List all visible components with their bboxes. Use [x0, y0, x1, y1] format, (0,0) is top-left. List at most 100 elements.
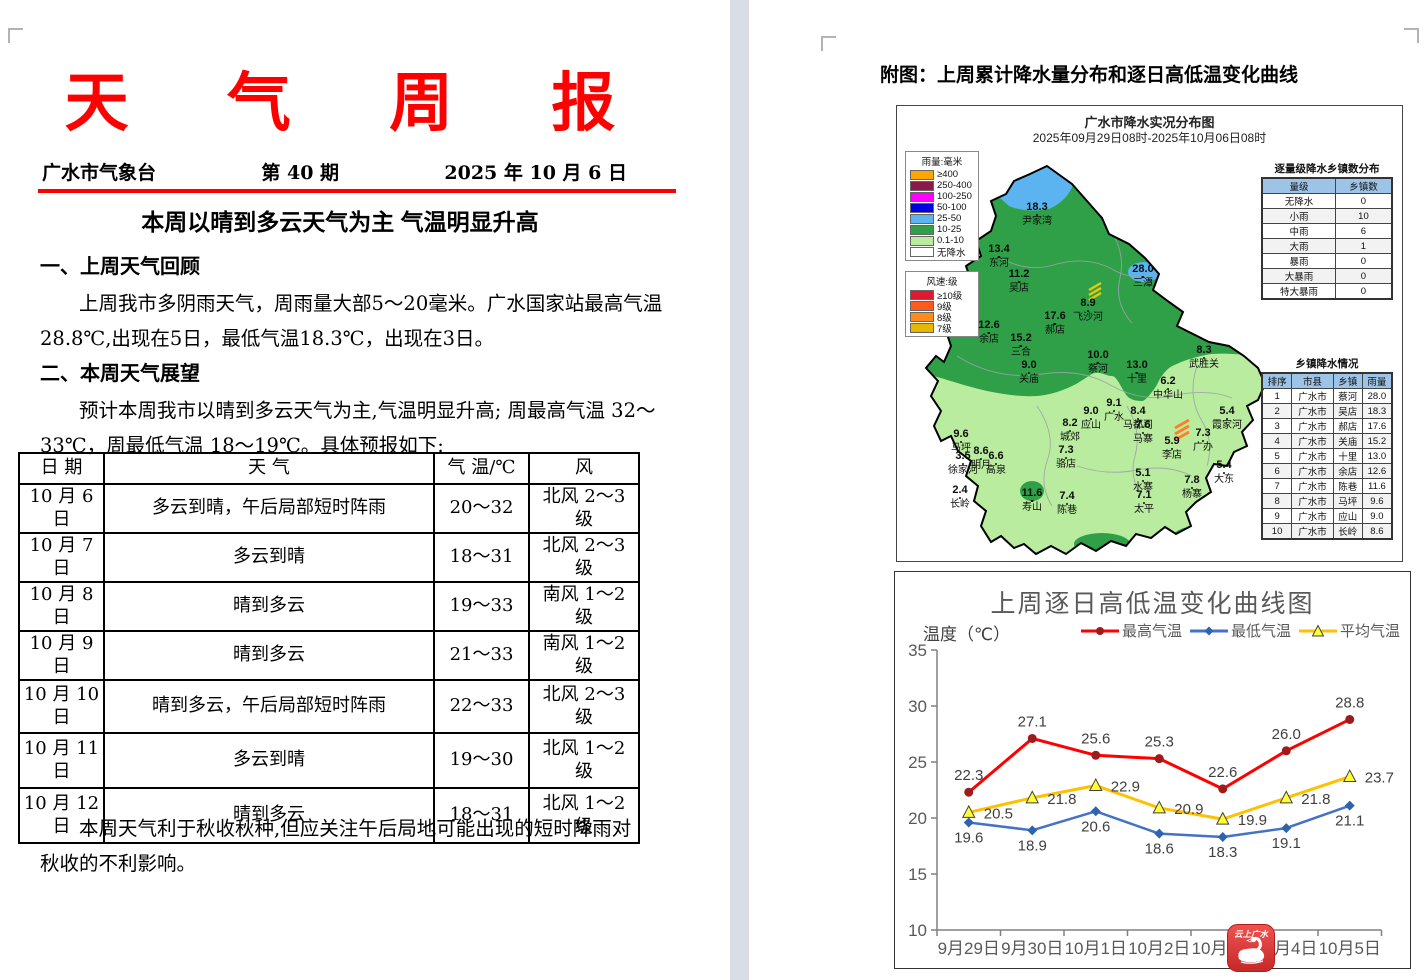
- svg-text:20.9: 20.9: [1174, 801, 1203, 818]
- table-cell: 10 月 11 日: [18, 732, 105, 789]
- wind-flag-orange: [1174, 418, 1190, 442]
- chart-legend-item: 最低气温: [1189, 620, 1291, 641]
- svg-text:20.6: 20.6: [1081, 818, 1110, 835]
- table-cell: 15.2: [1361, 433, 1393, 449]
- table-cell: 无降水: [1261, 193, 1336, 209]
- table-cell: 北风 2～3 级: [528, 679, 640, 734]
- legend-item: 50-100: [910, 202, 974, 213]
- legend-item: 9级: [910, 300, 974, 313]
- table-cell: 3: [1261, 418, 1293, 434]
- table-cell: 长岭: [1332, 523, 1363, 540]
- legend-color-swatch: [910, 246, 934, 257]
- legend-label: 无降水: [937, 247, 966, 259]
- table-row: 10 月 10 日晴到多云，午后局部短时阵雨 22～33 北风 2～3 级: [18, 679, 640, 734]
- table-cell: 广水市: [1291, 493, 1334, 509]
- legend-color-swatch: [910, 191, 934, 202]
- legend-item: 7级: [910, 322, 974, 335]
- table-cell: 9.0: [1361, 508, 1393, 524]
- table-cell: 大雨: [1261, 238, 1336, 254]
- svg-text:30: 30: [908, 697, 927, 716]
- precipitation-map-figure: 广水市降水实况分布图 2025年09月29日08时-2025年10月06日08时…: [896, 105, 1403, 562]
- issue-info-row: 广水市气象台 第 40 期 2025 年 10 月 6 日: [42, 158, 627, 185]
- svg-text:10月5日: 10月5日: [1319, 939, 1381, 958]
- svg-text:19.9: 19.9: [1238, 812, 1267, 829]
- logo-text: 云上广水: [1234, 929, 1270, 939]
- table-cell: 风: [528, 452, 640, 485]
- svg-text:18.3: 18.3: [1208, 844, 1237, 861]
- table-cell: 19～30: [433, 732, 530, 789]
- svg-text:21.8: 21.8: [1047, 791, 1076, 808]
- svg-text:18.9: 18.9: [1018, 837, 1047, 854]
- table-header-cell: 雨量: [1361, 372, 1393, 389]
- svg-text:10: 10: [908, 921, 927, 940]
- legend-label: 7级: [937, 323, 952, 335]
- table-cell: 9: [1261, 508, 1293, 524]
- table-cell: 18～31: [433, 532, 530, 583]
- table-header-cell: 排序: [1261, 372, 1293, 389]
- table-title: 乡镇降水情况: [1295, 358, 1359, 370]
- table-row: 2 广水市 吴店 18.3: [1261, 403, 1393, 419]
- table-cell: 广水市: [1291, 523, 1334, 540]
- table-row: 10 月 11 日多云到晴 19～30 北风 1～2 级: [18, 732, 640, 789]
- table-cell: 特大暴雨: [1261, 283, 1336, 300]
- table-header-cell: 量级: [1261, 177, 1336, 194]
- svg-text:25.3: 25.3: [1145, 734, 1174, 751]
- table-cell: 22～33: [433, 679, 530, 734]
- map-title: 广水市降水实况分布图: [1084, 115, 1215, 130]
- table-cell: 日 期: [18, 452, 105, 485]
- table-cell: 17.6: [1361, 418, 1393, 434]
- table-cell: 十里: [1332, 448, 1363, 464]
- legend-item: 无降水: [910, 246, 974, 259]
- table-cell: 10 月 7 日: [18, 532, 105, 583]
- table-cell: 中雨: [1261, 223, 1336, 239]
- rain-grade-town-count-table: 逐量级降水乡镇数分布 量级 乡镇数 无降水 0 小雨 10 中雨 6 大雨 1 暴雨 0 大暴雨 0 特大暴雨…: [1261, 161, 1393, 300]
- legend-color-swatch: [910, 311, 934, 322]
- table-cell: 晴到多云: [103, 581, 435, 632]
- legend-color-swatch: [910, 169, 934, 180]
- report-headline: 本周以晴到多云天气为主 气温明显升高: [141, 209, 539, 235]
- table-cell: 10 月 6 日: [18, 483, 105, 534]
- table-row: 1 广水市 蔡河 28.0: [1261, 388, 1393, 404]
- table-cell: 1: [1261, 388, 1293, 404]
- table-cell: 7: [1261, 478, 1293, 494]
- table-cell: 12.6: [1361, 463, 1393, 479]
- table-cell: 广水市: [1291, 388, 1334, 404]
- issuer-name: 广水市气象台: [42, 162, 157, 184]
- table-cell: 陈巷: [1332, 478, 1363, 494]
- legend-label: 0.1-10: [937, 235, 964, 246]
- report-page: 天 气 周 报 广水市气象台 第 40 期 2025 年 10 月 6 日 本周…: [0, 0, 730, 980]
- table-cell: 10 月 10 日: [18, 679, 105, 734]
- table-cell: 多云到晴: [103, 732, 435, 789]
- svg-text:22.3: 22.3: [954, 767, 983, 784]
- table-header-row: 量级 乡镇数: [1261, 177, 1393, 194]
- table-cell: 关庙: [1332, 433, 1363, 449]
- page-margin-corner-mark: [821, 36, 836, 51]
- table-cell: 10 月 12 日: [18, 787, 105, 844]
- table-cell: 6: [1334, 223, 1393, 239]
- table-cell: 晴到多云: [103, 630, 435, 681]
- legend-label: 10-25: [937, 224, 962, 235]
- svg-text:25.6: 25.6: [1081, 730, 1110, 747]
- table-cell: 北风 2～3 级: [528, 532, 640, 583]
- table-row: 4 广水市 关庙 15.2: [1261, 433, 1393, 449]
- legend-label: ≥10级: [937, 290, 963, 302]
- table-cell: 多云到晴: [103, 532, 435, 583]
- table-cell: 2: [1261, 403, 1293, 419]
- table-cell: 10: [1261, 523, 1293, 540]
- svg-text:23.7: 23.7: [1365, 770, 1394, 787]
- footer-paragraph-line2: 秋收的不利影响。: [40, 852, 197, 875]
- svg-text:10月1日: 10月1日: [1065, 939, 1127, 958]
- table-row: 10 月 6 日多云到晴，午后局部短时阵雨 20～32 北风 2～3 级: [18, 483, 640, 534]
- figures-title: 附图：上周累计降水量分布和逐日高低温变化曲线: [879, 65, 1298, 86]
- table-cell: 暴雨: [1261, 253, 1336, 269]
- table-cell: 南风 1～2 级: [528, 630, 640, 681]
- svg-text:19.1: 19.1: [1272, 835, 1301, 852]
- legend-title: 雨量:毫米: [921, 157, 963, 168]
- table-cell: 北风 1～2 级: [528, 732, 640, 789]
- section1-title: 一、上周天气回顾: [40, 254, 200, 278]
- table-cell: 马坪: [1332, 493, 1363, 509]
- rain-amount-legend: 雨量:毫米 ≥400 250-400 100-250 50-100 25-50 10-25 0…: [905, 151, 979, 261]
- section1-paragraph-line1: 上周我市多阴雨天气，周雨量大部5～20毫米。广水国家站最高气温: [79, 292, 663, 315]
- legend-item: 250-400: [910, 180, 974, 191]
